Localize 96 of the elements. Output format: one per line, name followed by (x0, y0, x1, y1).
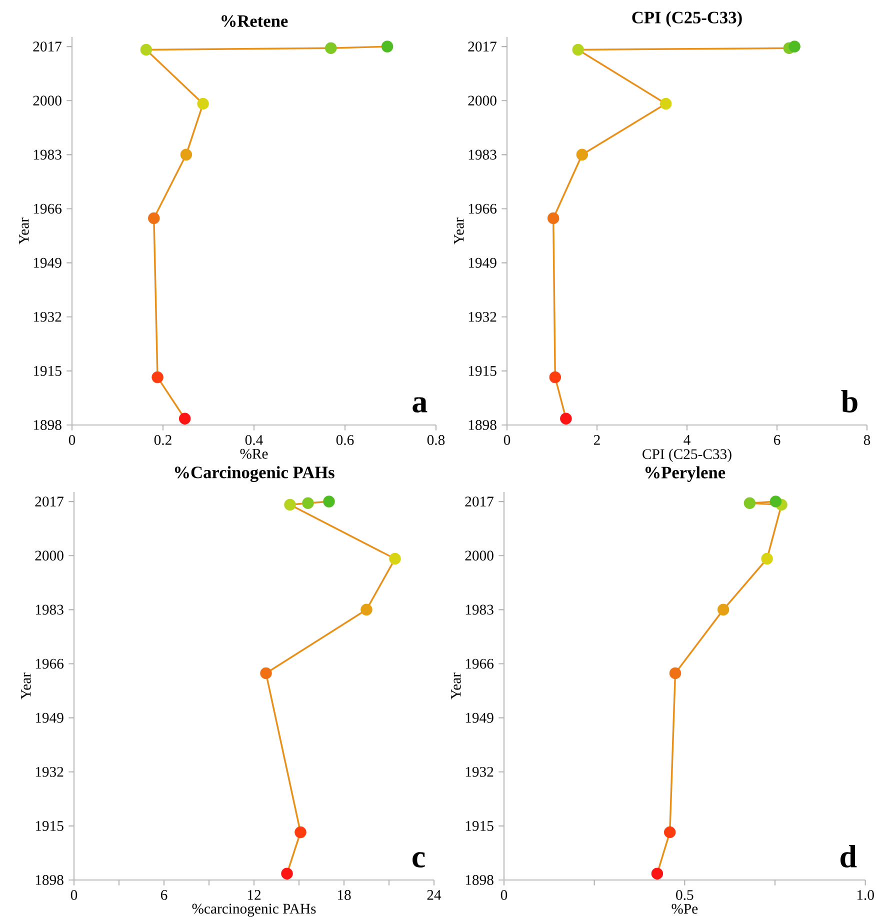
y-tick-label: 1983 (34, 150, 62, 160)
x-axis-title: %Re (240, 448, 268, 459)
y-tick-label: 2017 (465, 496, 494, 506)
point (770, 496, 782, 508)
point (560, 412, 572, 425)
y-tick-label: 1932 (468, 312, 496, 322)
point (323, 496, 335, 508)
y-tick-label: 2000 (33, 96, 62, 106)
point (197, 98, 209, 110)
annotation: b (841, 390, 858, 413)
x-tick-label: 24 (427, 890, 442, 900)
annotation: a (412, 397, 428, 413)
y-tick-label: 1949 (466, 712, 494, 723)
y-tick-label: 2000 (468, 96, 496, 106)
point (180, 148, 192, 161)
x-tick-label: 0.5 (676, 890, 694, 900)
y-tick-label: 1915 (36, 821, 64, 831)
point (179, 412, 191, 425)
y-tick-label: 1915 (34, 366, 62, 376)
y-tick-label: 1949 (36, 712, 64, 723)
y-tick-label: 1966 (466, 658, 494, 669)
annotation: d (840, 845, 857, 868)
point (302, 497, 314, 509)
point (548, 212, 560, 224)
point (294, 826, 306, 838)
y-tick-label: 1966 (36, 658, 64, 669)
y-tick-label: 1983 (466, 604, 494, 615)
y-tick-label: 1932 (34, 312, 62, 322)
y-tick-label: 1915 (466, 821, 494, 831)
y-tick-label: 2017 (468, 42, 497, 52)
x-tick-label: 0.2 (154, 435, 172, 446)
point (549, 371, 562, 384)
point (325, 42, 337, 54)
x-tick-label: 0 (504, 435, 510, 445)
chart-title: %Retene (222, 15, 288, 27)
y-tick-label: 1966 (34, 204, 62, 214)
point (140, 44, 152, 56)
chart-title: CPI (C25-C33) (632, 11, 742, 27)
point (761, 552, 773, 565)
y-tick-label: 1983 (36, 604, 64, 615)
point (664, 826, 676, 838)
y-tick-label: 1932 (466, 766, 494, 777)
point (669, 667, 682, 680)
y-tick-label: 1932 (36, 766, 64, 777)
point (660, 98, 672, 110)
y-tick-label: 2017 (33, 42, 62, 52)
point (281, 868, 293, 880)
y-tick-label: 1966 (468, 204, 497, 214)
y-tick-label: 1898 (34, 420, 62, 430)
y-tick-label: 2017 (35, 496, 64, 506)
y-tick-label: 1983 (468, 150, 496, 160)
x-tick-label: 4 (684, 435, 690, 445)
point (381, 40, 394, 52)
y-axis-title: Year (451, 672, 461, 700)
y-tick-label: 2000 (465, 550, 494, 561)
point (148, 212, 160, 224)
point (260, 667, 272, 680)
x-tick-label: 6 (160, 890, 168, 900)
x-tick-label: 0.8 (427, 435, 445, 446)
point (788, 40, 800, 52)
y-tick-label: 1898 (468, 420, 496, 430)
y-tick-label: 1898 (36, 875, 64, 885)
x-tick-label: 0.6 (336, 435, 354, 446)
point (651, 868, 664, 880)
point (152, 371, 164, 384)
x-tick-label: 0 (70, 890, 78, 900)
point (744, 497, 756, 509)
x-tick-label: 12 (248, 890, 261, 900)
x-tick-label: 2 (594, 435, 600, 445)
y-tick-label: 1898 (466, 875, 494, 885)
point (572, 44, 584, 56)
x-tick-label: 6 (774, 435, 780, 445)
point (576, 148, 588, 161)
point (389, 552, 401, 565)
x-axis-title: %carcinogenic PAHs (192, 904, 316, 917)
y-axis-title: Year (21, 672, 31, 700)
x-tick-label: 0 (500, 890, 508, 900)
chart-title: %Carcinogenic PAHs (175, 466, 334, 482)
y-tick-label: 1949 (34, 258, 62, 268)
y-tick-label: 2000 (35, 550, 64, 561)
x-tick-label: 0 (68, 435, 76, 445)
y-tick-label: 1949 (468, 258, 496, 268)
y-axis-title: Year (454, 218, 464, 244)
x-tick-label: 8 (864, 435, 870, 445)
x-tick-label: 1.0 (857, 890, 874, 900)
x-axis-title: CPI (C25-C33) (642, 448, 732, 462)
annotation: c (412, 852, 425, 868)
x-tick-label: 0.4 (245, 435, 263, 446)
chart-title: %Perylene (646, 466, 726, 482)
y-axis-title: Year (19, 218, 29, 244)
point (717, 604, 730, 616)
x-tick-label: 18 (338, 890, 351, 900)
point (360, 604, 372, 616)
point (284, 498, 296, 511)
x-axis-title: %Pe (672, 904, 698, 914)
y-tick-label: 1915 (468, 366, 496, 376)
